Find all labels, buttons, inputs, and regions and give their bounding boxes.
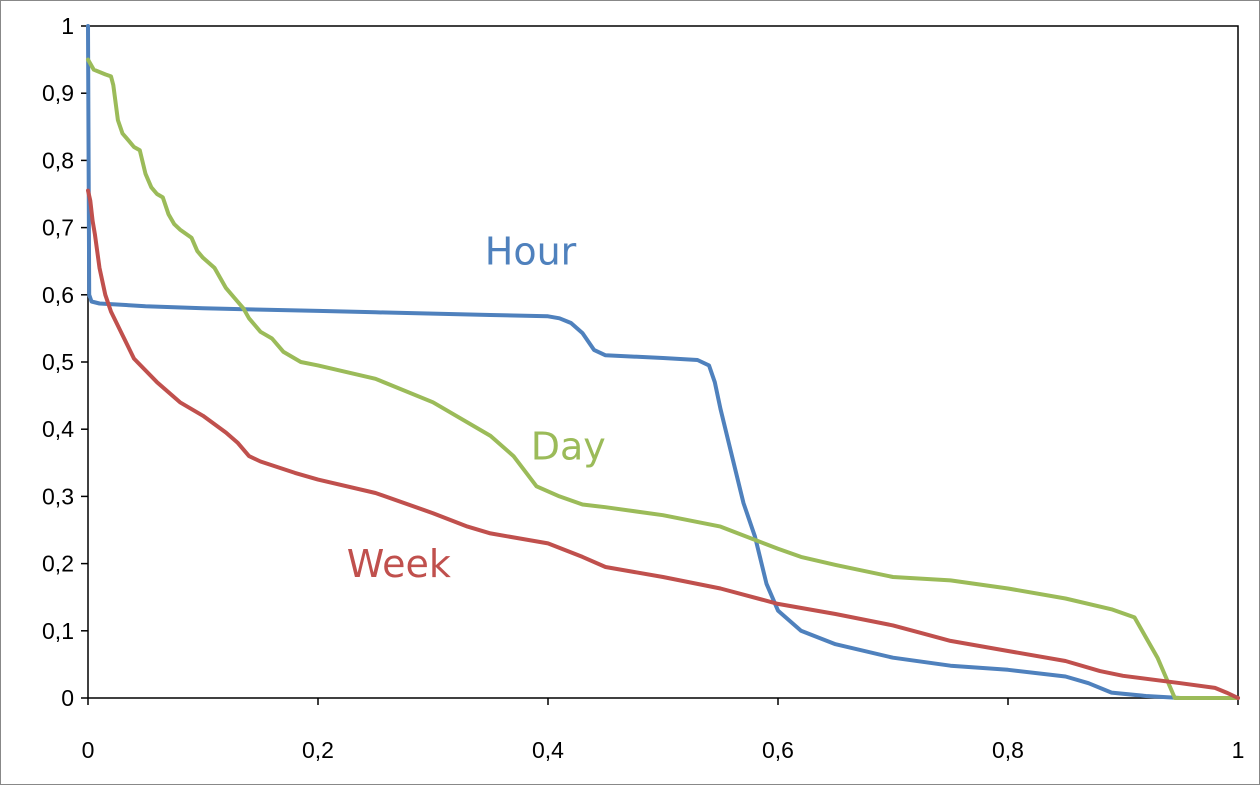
series-lines bbox=[86, 24, 1240, 700]
x-tick-label: 0,4 bbox=[532, 737, 564, 763]
x-tick-label: 0 bbox=[82, 737, 95, 763]
x-tick-label: 1 bbox=[1232, 737, 1245, 763]
x-tick-label: 0,2 bbox=[302, 737, 334, 763]
y-tick-label: 0,1 bbox=[42, 618, 74, 644]
y-tick-label: 0,2 bbox=[42, 551, 74, 577]
series-line-hour bbox=[86, 24, 1240, 700]
y-tick-label: 0 bbox=[61, 685, 74, 711]
series-label-day: Day bbox=[531, 424, 606, 468]
y-tick-label: 0,4 bbox=[42, 416, 74, 442]
y-tick-label: 0,6 bbox=[42, 282, 74, 308]
y-tick-label: 0,7 bbox=[42, 215, 74, 241]
x-tick-label: 0,8 bbox=[992, 737, 1024, 763]
series-label-hour: Hour bbox=[485, 230, 577, 274]
series-line-day bbox=[86, 57, 1240, 700]
y-tick-label: 0,5 bbox=[42, 349, 74, 375]
y-tick-label: 0,9 bbox=[42, 80, 74, 106]
y-tick-label: 0,3 bbox=[42, 483, 74, 509]
series-line-week bbox=[86, 188, 1240, 700]
series-labels: Hour Day Week bbox=[347, 230, 606, 586]
y-tick-label: 0,8 bbox=[42, 147, 74, 173]
axes: 0 0,1 0,2 0,3 0,4 0,5 0,6 0,7 0,8 0,9 1 0 0,2 0,4 0,6 0… bbox=[42, 13, 1244, 763]
y-tick-label: 1 bbox=[61, 13, 74, 39]
series-label-week: Week bbox=[347, 542, 451, 586]
x-tick-label: 0,6 bbox=[762, 737, 794, 763]
